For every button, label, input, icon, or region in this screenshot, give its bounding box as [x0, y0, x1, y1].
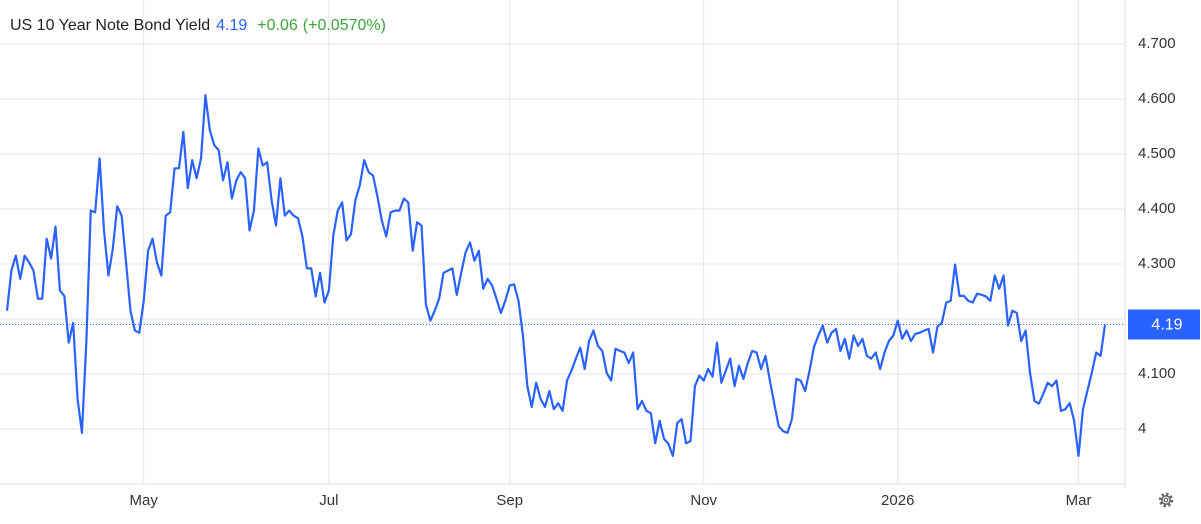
- y-tick-label: 4.100: [1138, 365, 1176, 382]
- header-change: +0.06: [257, 17, 298, 34]
- y-tick-label: 4.600: [1138, 90, 1176, 107]
- yield-line: [5, 94, 1107, 458]
- x-tick-label: Nov: [690, 492, 717, 509]
- x-tick-label: May: [130, 492, 159, 509]
- y-tick-label: 4.700: [1138, 35, 1176, 52]
- chart-title: US 10 Year Note Bond Yield: [10, 17, 210, 34]
- chart-header: US 10 Year Note Bond Yield 4.19 +0.06 (+0.0…: [10, 17, 386, 34]
- price-label-box: [1128, 309, 1200, 340]
- y-tick-label: 4.500: [1138, 145, 1176, 162]
- price-label: 4.19: [1151, 317, 1182, 334]
- y-tick-label: 4.300: [1138, 255, 1176, 272]
- header-change-percent: (+0.0570%): [303, 17, 386, 34]
- settings-icon[interactable]: [1158, 492, 1174, 508]
- header-price: 4.19: [216, 17, 247, 34]
- x-tick-label: Sep: [496, 492, 523, 509]
- x-tick-label: Mar: [1066, 492, 1092, 509]
- plot: [0, 94, 1125, 458]
- x-tick-label: 2026: [881, 492, 914, 509]
- y-tick-label: 4.400: [1138, 200, 1176, 217]
- grid: [0, 0, 1125, 484]
- y-tick-label: 4: [1138, 420, 1146, 437]
- x-tick-label: Jul: [319, 492, 338, 509]
